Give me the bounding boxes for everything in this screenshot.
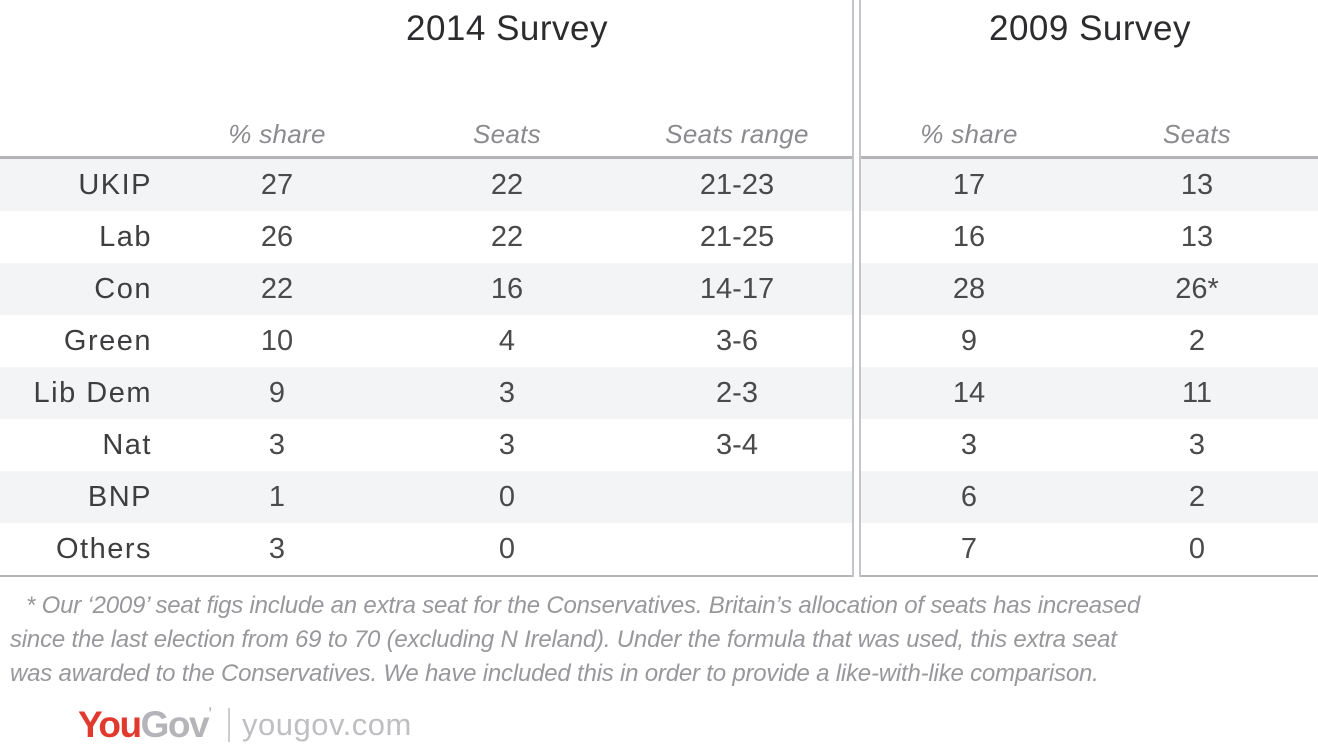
cell-2009-share: 16 xyxy=(952,221,986,253)
cell-2014-seats: 3 xyxy=(498,429,516,461)
cell-2009-seats: 2 xyxy=(1188,325,1206,357)
party-label: Nat xyxy=(102,429,152,461)
table-bottom-rule xyxy=(0,575,1318,577)
col-spacer xyxy=(0,112,162,156)
table-row-ukip: UKIP 27 22 21-23 17 13 xyxy=(0,159,1318,211)
party-label: Lab xyxy=(99,221,152,253)
cell-2014-share: 9 xyxy=(268,377,286,409)
cell-2014-range xyxy=(622,471,852,523)
cell-2014-range: 3-4 xyxy=(716,429,758,461)
footer: YouGov’ yougov.com xyxy=(78,702,412,748)
party-label: Others xyxy=(55,533,152,565)
cell-2009-seats: 11 xyxy=(1181,377,1213,409)
logo-you-text: You xyxy=(78,704,142,745)
col-2014-seats-range: Seats range xyxy=(665,119,809,149)
survey-group-divider xyxy=(852,0,861,577)
party-label: Green xyxy=(63,325,152,357)
party-label: UKIP xyxy=(78,169,152,201)
cell-2009-seats: 13 xyxy=(1180,169,1214,201)
cell-2009-seats: 3 xyxy=(1188,429,1206,461)
party-label: Lib Dem xyxy=(33,377,152,409)
cell-2009-share: 9 xyxy=(960,325,978,357)
cell-2014-range: 21-25 xyxy=(699,221,775,253)
table-row-libdem: Lib Dem 9 3 2-3 14 11 xyxy=(0,367,1318,419)
table-row-nat: Nat 3 3 3-4 3 3 xyxy=(0,419,1318,471)
cell-2014-share: 26 xyxy=(260,221,294,253)
cell-2009-seats: 13 xyxy=(1180,221,1214,253)
header-rule xyxy=(0,156,1318,159)
title-2014-survey: 2014 Survey xyxy=(405,9,609,48)
col-2009-seats: Seats xyxy=(1163,119,1231,149)
cell-2009-share: 7 xyxy=(960,533,978,565)
cell-2014-seats: 22 xyxy=(490,169,524,201)
yougov-logo: YouGov’ xyxy=(78,704,212,746)
cell-2009-seats: 0 xyxy=(1188,533,1206,565)
table-row-con: Con 22 16 14-17 28 26* xyxy=(0,263,1318,315)
cell-2014-share: 3 xyxy=(268,429,286,461)
cell-2014-range: 14-17 xyxy=(699,273,775,305)
cell-2014-range: 2-3 xyxy=(716,377,758,409)
cell-2009-seats: 26* xyxy=(1175,273,1219,305)
cell-2014-seats: 3 xyxy=(498,377,516,409)
cell-2014-share: 3 xyxy=(268,533,286,565)
logo-divider xyxy=(228,708,230,742)
footnote-line: was awarded to the Conservatives. We hav… xyxy=(10,660,1099,687)
cell-2014-seats: 16 xyxy=(490,273,524,305)
cell-2014-seats: 4 xyxy=(498,325,516,357)
cell-2014-seats: 0 xyxy=(498,481,516,513)
cell-2009-share: 14 xyxy=(952,377,986,409)
table-row-lab: Lab 26 22 21-25 16 13 xyxy=(0,211,1318,263)
party-label: Con xyxy=(94,273,152,305)
table-row-others: Others 3 0 7 0 xyxy=(0,523,1318,575)
data-table: UKIP 27 22 21-23 17 13 Lab 26 22 21-25 1… xyxy=(0,159,1318,575)
cell-2014-seats: 0 xyxy=(498,533,516,565)
cell-2014-share: 22 xyxy=(260,273,294,305)
cell-2014-range xyxy=(622,523,852,575)
cell-2009-share: 17 xyxy=(952,169,986,201)
col-2014-share: % share xyxy=(228,119,326,149)
cell-2014-seats: 22 xyxy=(490,221,524,253)
cell-2009-share: 28 xyxy=(952,273,986,305)
footnote-line: since the last election from 69 to 70 (e… xyxy=(10,626,1117,653)
logo-gov-text: Gov xyxy=(140,704,210,745)
cell-2014-range: 3-6 xyxy=(716,325,758,357)
footnote: * Our ‘2009’ seat figs include an extra … xyxy=(10,589,1310,691)
cell-2009-seats: 2 xyxy=(1188,481,1206,513)
cell-2009-share: 6 xyxy=(960,481,978,513)
cell-2014-range: 21-23 xyxy=(699,169,775,201)
col-2009-share: % share xyxy=(920,119,1018,149)
col-2014-seats: Seats xyxy=(473,119,541,149)
cell-2014-share: 27 xyxy=(260,169,294,201)
yougov-url: yougov.com xyxy=(242,707,412,742)
party-label: BNP xyxy=(87,481,152,513)
column-headers: % share Seats Seats range % share Seats xyxy=(0,112,1318,156)
cell-2014-share: 10 xyxy=(260,325,294,357)
logo-trademark: ’ xyxy=(208,704,212,720)
title-2009-survey: 2009 Survey xyxy=(988,9,1192,48)
cell-2014-share: 1 xyxy=(268,481,286,513)
table-row-bnp: BNP 1 0 6 2 xyxy=(0,471,1318,523)
footnote-line: * Our ‘2009’ seat figs include an extra … xyxy=(26,592,1140,619)
table-row-green: Green 10 4 3-6 9 2 xyxy=(0,315,1318,367)
cell-2009-share: 3 xyxy=(960,429,978,461)
